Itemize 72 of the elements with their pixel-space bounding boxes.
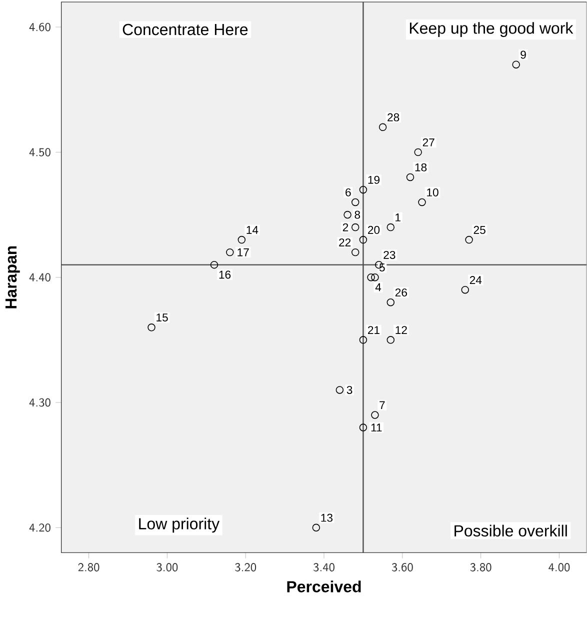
point: [386, 298, 395, 306]
point: [371, 411, 379, 419]
x-tick-label: 3.60: [392, 563, 414, 572]
point: [226, 248, 234, 256]
point: [344, 210, 352, 219]
x-tick-label: 2.80: [78, 563, 100, 572]
point: [238, 236, 246, 244]
annotation: 11: [372, 424, 382, 432]
annotation: 23: [384, 250, 396, 259]
annotation: Keep up the good work: [410, 22, 574, 38]
point: [418, 198, 426, 206]
annotation: 28: [388, 113, 400, 122]
point: [352, 248, 360, 256]
annotation: 7: [380, 401, 385, 410]
point: [379, 123, 387, 132]
annotation: 21: [368, 326, 380, 334]
annotation: Concentrate Here: [123, 24, 248, 36]
point: [352, 223, 360, 232]
x-tick-label: 3.20: [235, 563, 256, 572]
annotation: Low priority: [139, 518, 220, 533]
annotation: 6: [346, 188, 351, 196]
annotation: 2: [343, 223, 348, 232]
annotation: 18: [416, 163, 427, 172]
x-tick-label: 3.80: [470, 563, 492, 572]
x-tick-label: 3.00: [156, 563, 178, 572]
annotation: 1: [396, 214, 401, 222]
y-tick-label: 4.60: [30, 22, 51, 32]
annotation: 9: [520, 50, 526, 59]
point: [360, 186, 368, 194]
point: [367, 273, 376, 282]
annotation: 12: [396, 326, 408, 334]
point: [312, 524, 320, 532]
annotation: 24: [470, 276, 482, 284]
point: [148, 324, 156, 332]
annotation: 16: [219, 270, 231, 279]
x-tick-label: 3.40: [314, 563, 335, 572]
point: [210, 260, 218, 269]
annotation: 8: [354, 210, 360, 219]
annotation: 3: [347, 386, 352, 394]
point: [406, 173, 414, 182]
y-tick-label: 4.50: [30, 148, 51, 156]
annotation: 14: [246, 226, 258, 234]
annotation: 25: [474, 226, 486, 234]
y-tick-label: 4.30: [30, 398, 51, 407]
annotation: 13: [321, 514, 333, 522]
point: [386, 336, 395, 344]
point: [360, 424, 368, 432]
point: [414, 148, 422, 156]
annotation: 19: [368, 176, 380, 184]
x-axis-title: Perceived: [287, 580, 361, 592]
annotation: 15: [156, 314, 168, 322]
annotation: Possible overkill: [454, 524, 568, 537]
x-tick-label: 4.00: [548, 563, 570, 572]
point: [360, 236, 368, 244]
point: [386, 223, 395, 232]
point: [512, 60, 520, 68]
annotation: 10: [427, 188, 439, 196]
point: [465, 236, 474, 244]
annotation: 22: [339, 238, 351, 246]
annotation: 27: [423, 138, 435, 146]
point: [461, 286, 470, 294]
point: [352, 198, 360, 206]
annotation: 20: [368, 226, 380, 234]
point: [336, 386, 344, 394]
point: [360, 336, 368, 344]
annotation: 17: [238, 248, 250, 256]
y-tick-label: 4.20: [30, 523, 51, 532]
annotation: 26: [396, 288, 408, 297]
point: [371, 273, 379, 282]
y-axis-title: Harapan: [6, 246, 20, 308]
annotation: 4: [376, 283, 382, 292]
y-tick-label: 4.40: [30, 273, 51, 282]
